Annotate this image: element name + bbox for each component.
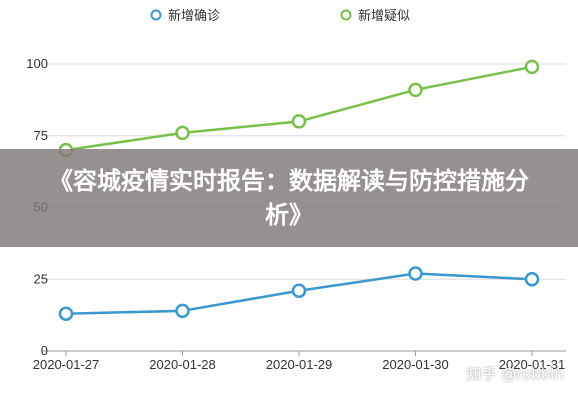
data-point — [175, 303, 190, 319]
legend-marker — [340, 9, 352, 21]
y-tick-label: 75 — [34, 128, 48, 143]
data-point — [408, 266, 423, 281]
legend: 新增确诊 新增疑似 — [150, 8, 410, 24]
data-point — [58, 306, 74, 321]
data-point — [175, 125, 190, 141]
data-point — [291, 114, 307, 129]
legend-label: 新增确诊 — [168, 8, 220, 24]
data-point — [524, 272, 540, 287]
x-tick-label: 2020-01-27 — [33, 357, 100, 372]
x-tick-label: 2020-01-28 — [149, 357, 216, 372]
legend-label: 新增疑似 — [358, 8, 410, 24]
series-layer — [58, 59, 540, 321]
y-tick-label: 100 — [26, 56, 48, 71]
x-tick-label: 2020-01-29 — [266, 357, 333, 372]
data-point — [408, 82, 423, 98]
y-tick-label: 0 — [41, 343, 48, 358]
series-line-1 — [65, 65, 533, 152]
banner-title: 《容城疫情实时报告：数据解读与防控措施分析》 — [49, 167, 529, 229]
data-point — [291, 283, 307, 298]
x-axis: 2020-01-27 2020-01-28 2020-01-29 2020-01-30… — [33, 351, 566, 372]
x-tick-label: 2020-01-31 — [499, 357, 566, 372]
y-tick-label: 25 — [34, 271, 48, 286]
legend-marker — [150, 9, 162, 21]
x-tick-label: 2020-01-30 — [382, 357, 449, 372]
title-banner: 《容城疫情实时报告：数据解读与防控措施分析》 — [0, 149, 578, 247]
watermark: 知乎 @robbin — [466, 365, 564, 383]
data-point — [524, 59, 540, 75]
